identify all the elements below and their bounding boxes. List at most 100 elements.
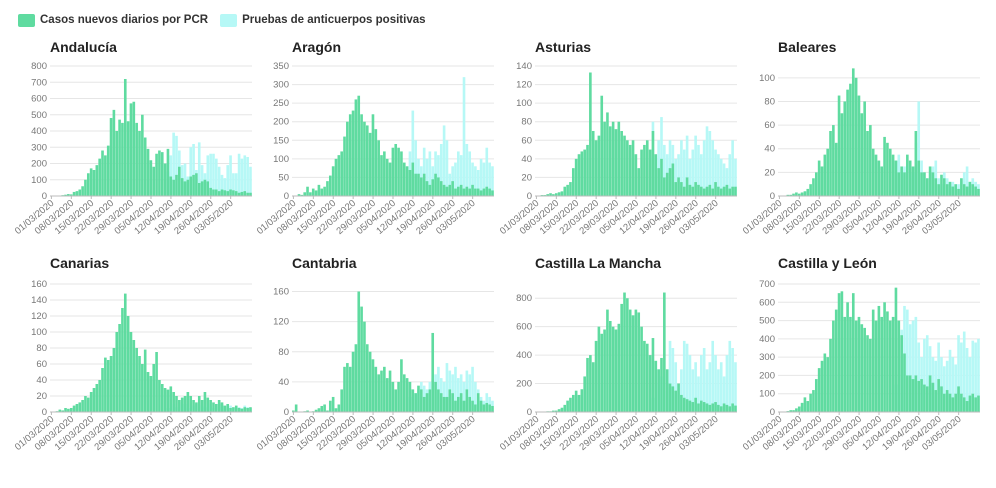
- bar-pcr: [200, 400, 204, 412]
- bar-pcr: [814, 379, 818, 412]
- bar-pcr: [597, 326, 601, 412]
- bar-pcr: [628, 309, 632, 412]
- bar-pcr: [688, 184, 692, 196]
- chart-canarias: Canarias02040608010012014016001/03/20200…: [13, 255, 252, 453]
- bar-antibodies: [457, 378, 460, 412]
- bar-pcr: [589, 355, 592, 412]
- bar-pcr: [957, 188, 960, 196]
- bar-antibodies: [240, 158, 244, 196]
- bar-antibodies: [223, 178, 227, 196]
- bar-pcr: [722, 186, 726, 196]
- bar-pcr: [385, 378, 389, 412]
- bar-antibodies: [717, 369, 720, 412]
- bar-pcr: [98, 158, 101, 196]
- bar-pcr: [702, 402, 706, 412]
- bar-pcr: [343, 366, 346, 412]
- y-tick-label: 60: [521, 135, 532, 146]
- bar-pcr: [594, 140, 598, 196]
- bar-antibodies: [971, 340, 975, 412]
- bar-pcr: [215, 404, 218, 412]
- chart-title: Canarias: [50, 255, 109, 271]
- bar-pcr: [383, 151, 386, 196]
- bar-pcr: [331, 396, 335, 412]
- bar-pcr: [597, 135, 601, 196]
- bar-pcr: [863, 327, 866, 412]
- bar-antibodies: [937, 342, 940, 412]
- bar-pcr: [631, 140, 635, 196]
- legend-item-antibodies[interactable]: Pruebas de anticuerpos positivas: [220, 13, 426, 27]
- bar-pcr: [220, 402, 224, 412]
- bar-pcr: [832, 125, 835, 196]
- bar-pcr: [951, 397, 955, 412]
- bar-antibodies: [682, 340, 686, 412]
- bar-pcr: [945, 390, 949, 412]
- bar-pcr: [414, 173, 417, 196]
- bar-pcr: [212, 402, 215, 412]
- bar-pcr: [908, 375, 912, 412]
- bar-pcr: [209, 187, 212, 196]
- bar-pcr: [309, 192, 312, 196]
- y-tick-label: 500: [759, 316, 775, 327]
- bar-pcr: [682, 186, 686, 196]
- bar-pcr: [962, 184, 966, 196]
- bar-pcr: [328, 400, 332, 412]
- bar-pcr: [626, 140, 629, 196]
- bar-pcr: [840, 113, 844, 196]
- bar-pcr: [702, 188, 706, 196]
- bar-pcr: [89, 168, 93, 196]
- y-tick-label: 40: [36, 375, 47, 386]
- bar-pcr: [705, 403, 709, 412]
- bar-pcr: [158, 380, 161, 412]
- bar-antibodies: [725, 168, 729, 196]
- bar-pcr: [914, 131, 918, 196]
- bar-pcr: [166, 389, 170, 412]
- bar-pcr: [691, 402, 695, 412]
- bar-pcr: [552, 194, 555, 196]
- bar-pcr: [880, 316, 884, 412]
- bar-pcr: [172, 392, 175, 412]
- bar-antibodies: [711, 340, 715, 412]
- bar-pcr: [877, 305, 881, 412]
- bar-antibodies: [454, 366, 457, 412]
- bar-pcr: [583, 149, 586, 196]
- bar-pcr: [700, 186, 703, 196]
- bar-pcr: [223, 405, 227, 412]
- bar-pcr: [360, 306, 363, 412]
- bar-pcr: [448, 389, 452, 412]
- bar-antibodies: [414, 140, 417, 196]
- bar-antibodies: [945, 360, 949, 412]
- bar-pcr: [943, 393, 946, 412]
- bar-pcr: [965, 186, 969, 196]
- bar-antibodies: [691, 369, 695, 412]
- bar-antibodies: [711, 140, 715, 196]
- bar-antibodies: [234, 173, 238, 196]
- bar-pcr: [717, 186, 720, 196]
- legend-item-pcr[interactable]: Casos nuevos diarios por PCR: [18, 13, 208, 27]
- bar-pcr: [894, 287, 898, 412]
- bar-antibodies: [215, 158, 218, 196]
- bar-antibodies: [485, 393, 489, 412]
- legend: Casos nuevos diarios por PCR Pruebas de …: [18, 11, 438, 29]
- chart-title: Aragón: [292, 39, 341, 55]
- bar-pcr: [357, 95, 361, 196]
- bar-pcr: [243, 191, 247, 196]
- bar-pcr: [408, 170, 412, 196]
- bar-antibodies: [705, 126, 709, 196]
- bar-pcr: [871, 148, 875, 196]
- bar-pcr: [874, 320, 878, 412]
- bar-pcr: [660, 158, 663, 196]
- bar-pcr: [566, 184, 569, 196]
- bar-pcr: [849, 316, 852, 412]
- bar-pcr: [226, 404, 230, 412]
- bar-pcr: [405, 166, 409, 196]
- bar-pcr: [806, 188, 810, 196]
- bar-pcr: [75, 404, 79, 412]
- bar-pcr: [106, 145, 110, 196]
- bar-pcr: [897, 172, 901, 196]
- bar-pcr: [911, 379, 915, 412]
- bar-pcr: [354, 99, 358, 196]
- bar-pcr: [663, 292, 666, 412]
- bar-pcr: [708, 184, 712, 196]
- bar-pcr: [820, 166, 824, 196]
- bar-pcr: [971, 393, 975, 412]
